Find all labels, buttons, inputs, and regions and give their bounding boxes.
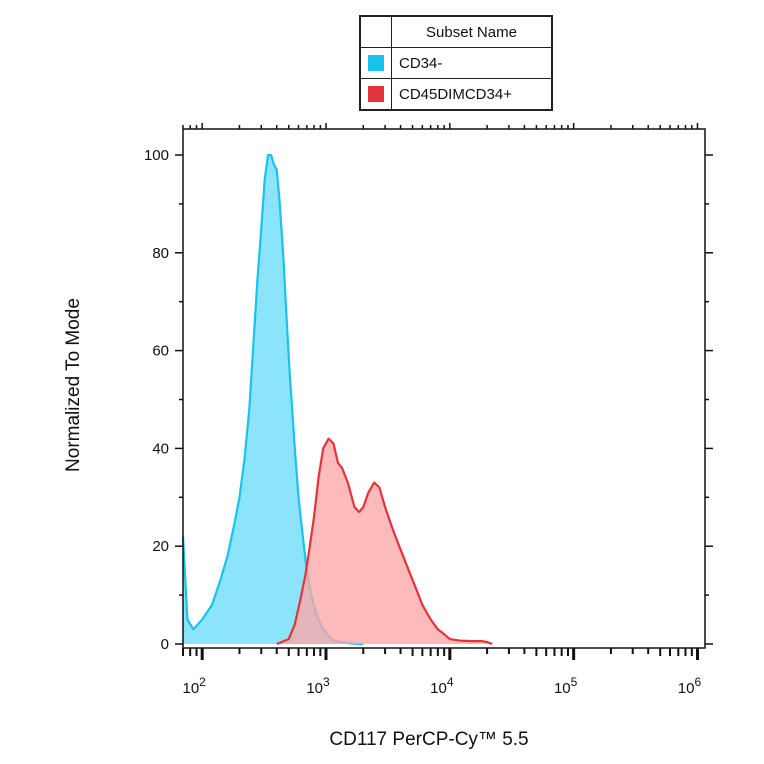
legend-label-cd45dim-cd34-pos: CD45DIMCD34+: [399, 85, 512, 103]
y-tick-label: 60: [152, 343, 169, 360]
y-tick-label: 20: [152, 538, 169, 555]
x-tick-label-base: 10: [678, 680, 695, 697]
x-tick-label: 106: [678, 675, 702, 697]
legend-header-empty-cell: [361, 17, 392, 47]
x-tick-label: 105: [554, 675, 578, 697]
x-tick-label-base: 10: [430, 680, 447, 697]
x-tick-label-exponent: 2: [199, 675, 206, 689]
y-tick-label: 40: [152, 440, 169, 457]
legend-header: Subset Name: [426, 23, 517, 41]
legend: Subset Name CD34- CD45DIMCD34+: [359, 15, 553, 111]
x-tick-label-exponent: 3: [323, 675, 330, 689]
series-layer: [181, 153, 493, 646]
y-tick-label: 100: [144, 147, 169, 164]
series-area-1: [276, 438, 493, 644]
x-tick-label-base: 10: [306, 680, 323, 697]
legend-item-cd45dim-cd34-pos: CD45DIMCD34+: [361, 78, 551, 109]
y-tick-label: 80: [152, 245, 169, 262]
x-tick-label-exponent: 6: [694, 675, 701, 689]
x-tick-label: 104: [430, 675, 454, 697]
legend-swatch-cd45dim-cd34-pos: [368, 86, 384, 102]
legend-label-cd34-neg: CD34-: [399, 54, 443, 72]
x-tick-label-base: 10: [554, 680, 571, 697]
series-area-0: [183, 155, 364, 644]
y-axis-title: Normalized To Mode: [63, 298, 84, 472]
x-tick-label-exponent: 4: [447, 675, 454, 689]
series-line-1: [276, 437, 493, 646]
x-tick-label: 103: [306, 675, 330, 697]
legend-swatch-cd34-neg: [368, 55, 384, 71]
y-tick-label: 0: [161, 636, 169, 653]
x-tick-label: 102: [182, 675, 206, 697]
x-tick-label-base: 10: [182, 680, 199, 697]
x-axis-title: CD117 PerCP-Cy™ 5.5: [329, 729, 528, 750]
x-tick-label-exponent: 5: [571, 675, 578, 689]
legend-header-row: Subset Name: [361, 17, 551, 47]
legend-item-cd34-neg: CD34-: [361, 47, 551, 78]
